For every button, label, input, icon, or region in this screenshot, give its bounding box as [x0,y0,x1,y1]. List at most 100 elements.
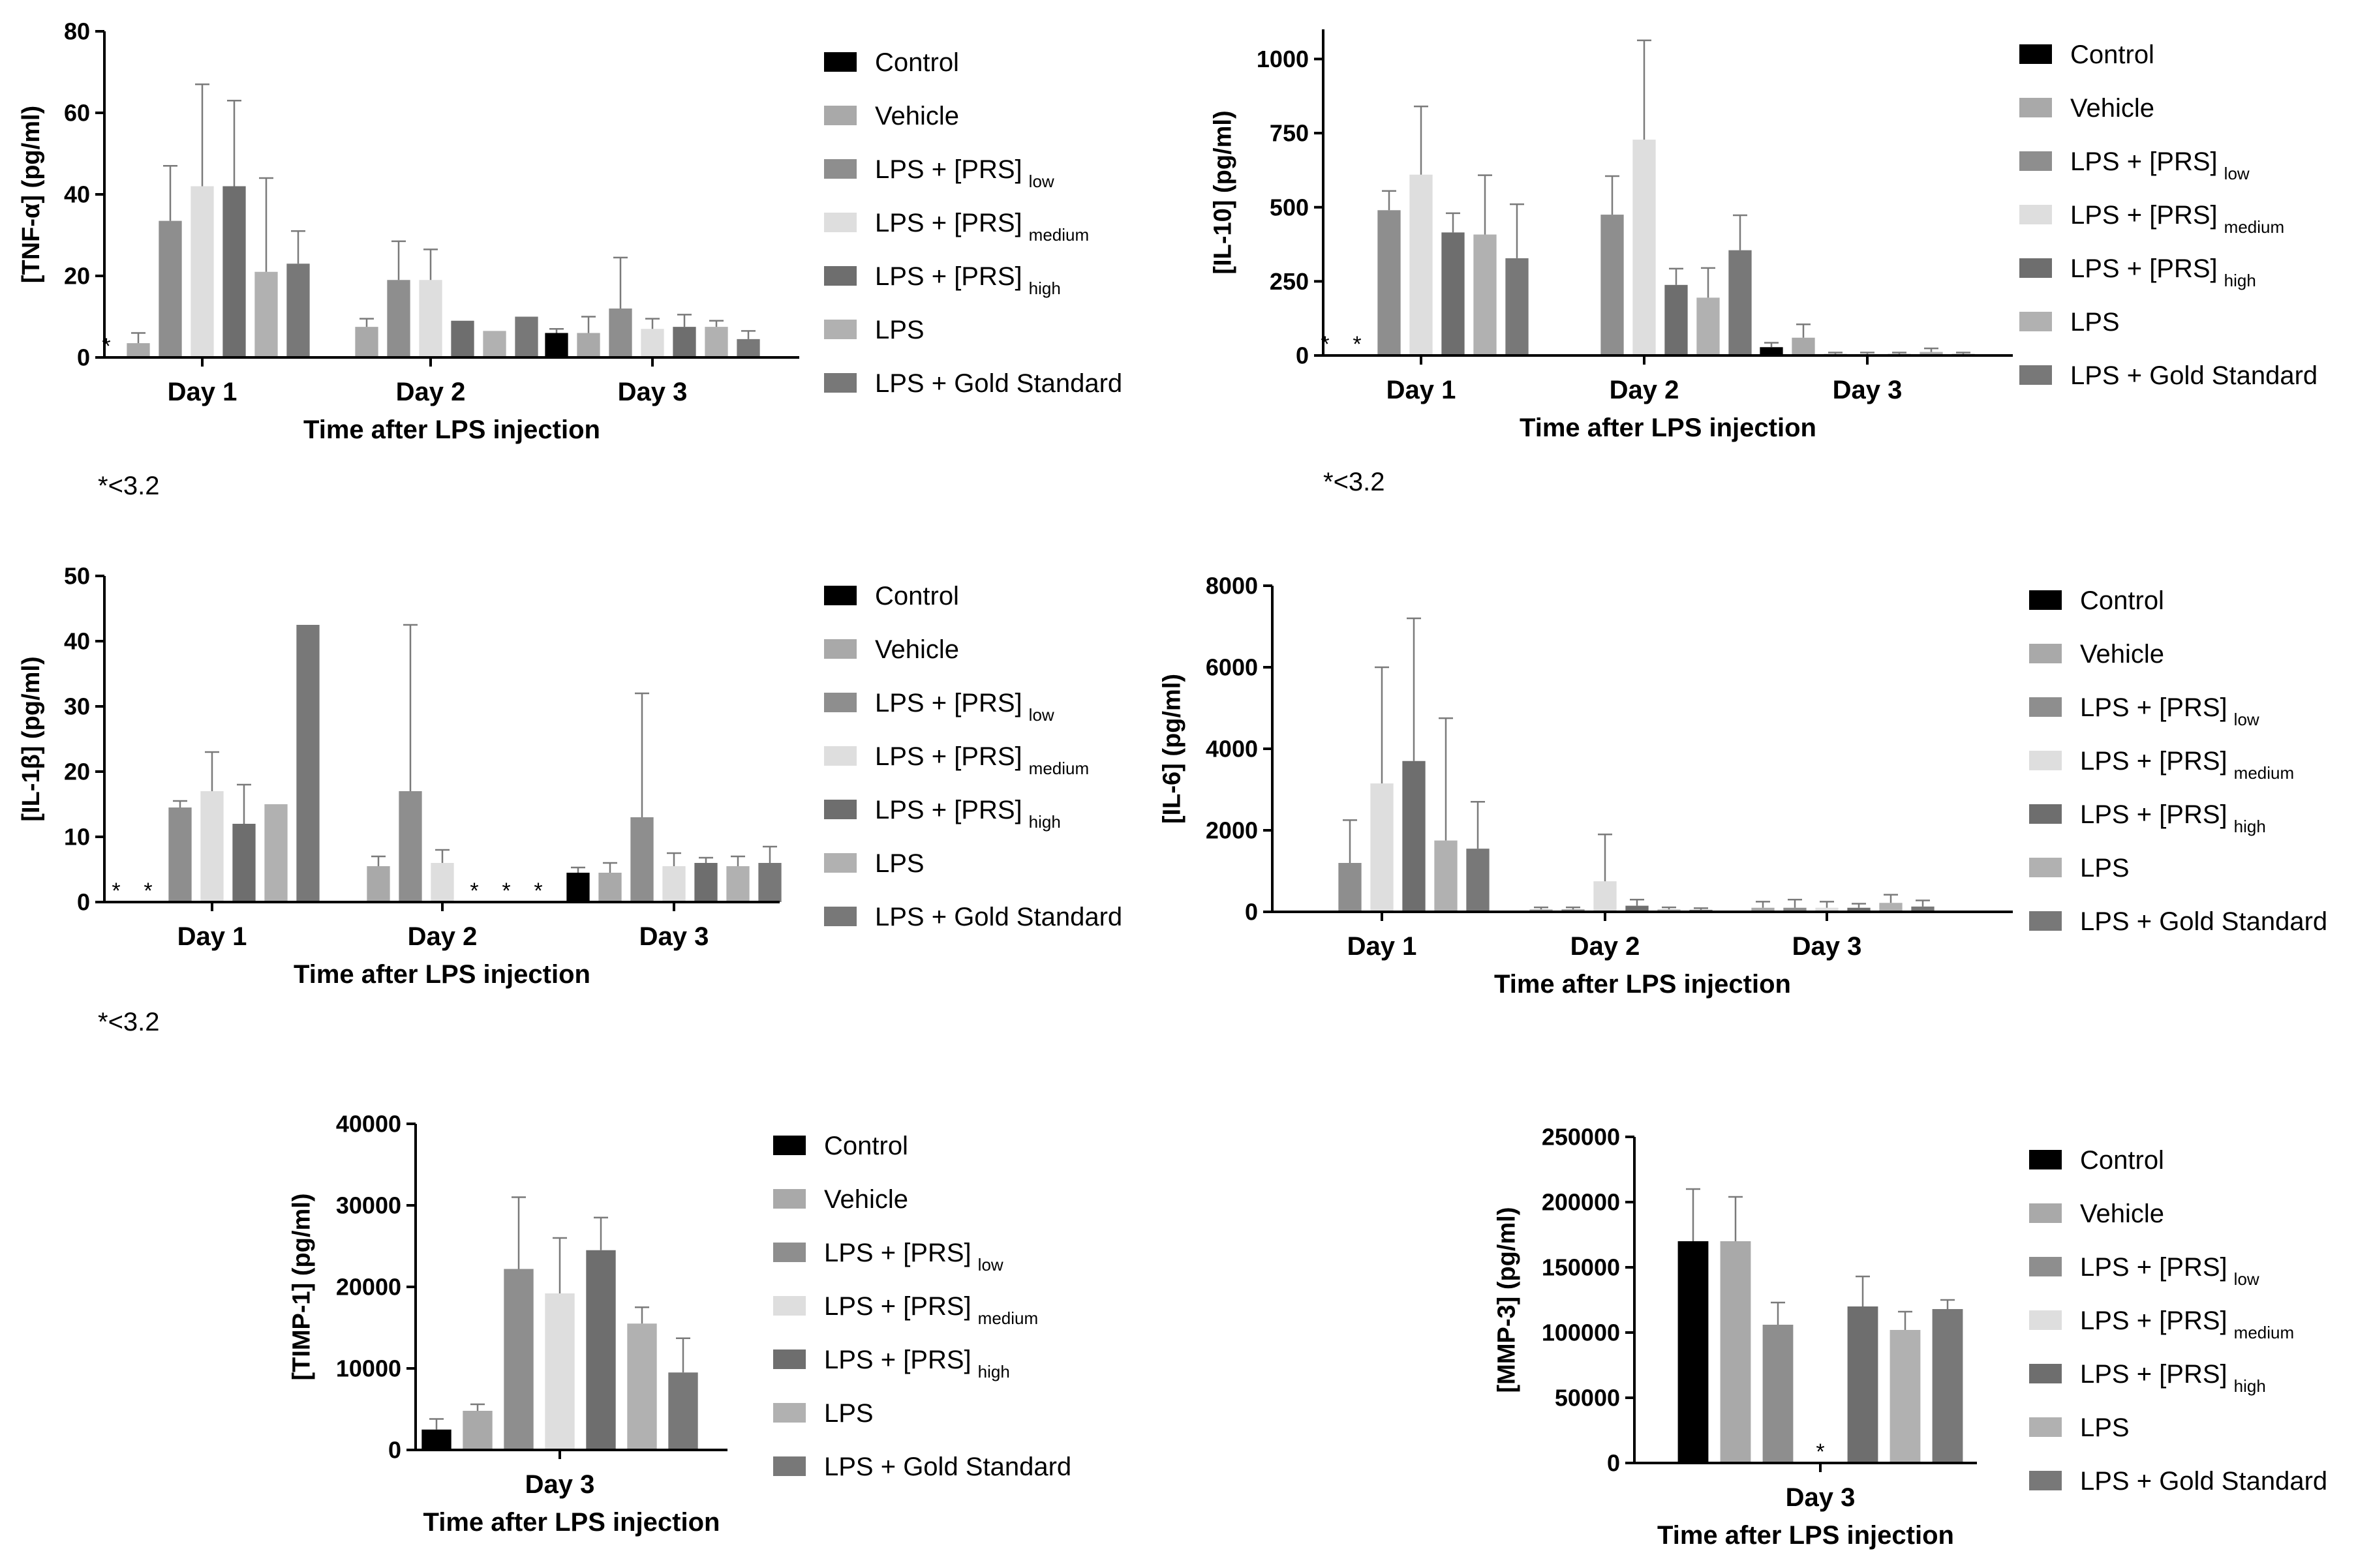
il1b-asterisk-2-6: * [502,879,510,903]
il6-category-label-1: Day 2 [1570,932,1640,961]
il1b-bar-3-3 [630,817,654,902]
il6-ytick-label-3: 6000 [1206,654,1258,681]
tnf-ytick-label-1: 20 [64,263,90,290]
il10-bar-2-5 [1664,284,1688,355]
il10-legend-label-1: Vehicle [2070,94,2154,123]
il10-y-axis-label: [IL-10] (pg/ml) [1209,110,1236,274]
il1b-category-label-0: Day 1 [177,922,247,951]
timp1-legend-swatch-6 [773,1456,806,1476]
tnf-legend-swatch-6 [824,373,857,393]
legend-label-main: LPS + [PRS] [875,209,1022,237]
tnf-bar-1-5 [222,186,246,357]
il10-ytick-label-2: 500 [1270,194,1309,220]
timp1-bar-1-1 [421,1429,451,1450]
legend-label-sub: medium [2224,217,2284,237]
timp1-x-axis-label: Time after LPS injection [423,1508,720,1537]
tnf-bar-3-3 [609,309,632,357]
legend-label-sub: high [2234,1376,2266,1396]
legend-label-sub: low [1029,172,1054,191]
mmp3-legend-swatch-0 [2029,1150,2062,1169]
il6-bar-2-4 [1593,881,1617,912]
il1b-note: *<3.2 [98,1008,160,1036]
tnf-bar-3-2 [577,333,600,357]
legend-label-main: LPS [2080,854,2130,882]
legend-label-sub: medium [978,1308,1038,1328]
il6-bar-1-6 [1434,840,1458,912]
il1b-legend-swatch-3 [824,746,857,766]
il6-y-axis-label: [IL-6] (pg/ml) [1158,674,1186,824]
legend-label-main: Vehicle [875,635,959,664]
il1b-legend-label-4: LPS + [PRS] high [875,796,1061,832]
il1b-bar-1-5 [232,824,256,902]
timp1-legend-label-4: LPS + [PRS] high [824,1346,1010,1381]
il10-legend-label-6: LPS + Gold Standard [2070,361,2318,390]
tnf-legend-label-2: LPS + [PRS] low [875,155,1054,191]
tnf-y-axis-label: [TNF-α] (pg/ml) [18,106,45,283]
legend-label-sub: low [2234,710,2259,729]
il1b-legend-label-0: Control [875,582,959,611]
timp1-bar-1-6 [627,1323,657,1450]
tnf-bar-3-5 [673,327,696,357]
il6-bar-3-4 [1815,907,1839,912]
legend-label-main: LPS + [PRS] [824,1239,971,1267]
il1b-ytick-label-0: 0 [77,889,90,916]
legend-label-main: LPS [824,1399,874,1428]
legend-label-main: LPS + [PRS] [2080,1306,2227,1335]
il6-x-axis-label: Time after LPS injection [1494,970,1791,999]
il1b-legend-label-1: Vehicle [875,635,959,664]
il1b-bar-1-4 [200,791,224,902]
il6-bar-3-6 [1879,903,1903,912]
timp1-bar-1-5 [586,1250,616,1450]
il10-legend-swatch-6 [2019,365,2052,385]
mmp3-bar-1-3 [1762,1325,1794,1463]
il1b-chart: * * * * * 0 10 20 30 40 50 Day 1 Day 2 Day 3 Time afte… [18,563,1122,989]
il6-bar-3-2 [1751,907,1775,912]
il6-legend-label-0: Control [2080,586,2164,615]
il10-note: *<3.2 [1323,468,1385,496]
legend-label-main: Vehicle [2080,640,2164,669]
il10-legend-label-0: Control [2070,40,2154,69]
tnf-legend-swatch-2 [824,159,857,179]
mmp3-legend-label-4: LPS + [PRS] high [2080,1360,2266,1396]
il10-bar-1-3 [1377,210,1401,355]
tnf-category-label-1: Day 2 [396,378,466,406]
mmp3-legend-label-5: LPS [2080,1413,2130,1442]
il10-ytick-label-4: 1000 [1257,46,1309,72]
il6-bar-1-3 [1338,863,1362,912]
legend-label-main: LPS + [PRS] [875,689,1022,717]
mmp3-ytick-label-0: 0 [1607,1450,1620,1477]
mmp3-bar-1-6 [1889,1330,1921,1463]
il10-bar-1-7 [1505,258,1529,355]
legend-label-sub: low [978,1255,1003,1274]
il1b-legend-swatch-1 [824,639,857,659]
legend-label-sub: low [1029,705,1054,725]
il6-legend-swatch-6 [2029,911,2062,931]
il1b-y-axis-label: [IL-1β] (pg/ml) [18,656,45,821]
legend-label-sub: medium [1029,225,1089,245]
il6-ytick-label-0: 0 [1245,899,1258,926]
mmp3-ytick-label-2: 100000 [1542,1319,1620,1346]
timp1-legend-label-2: LPS + [PRS] low [824,1239,1003,1274]
legend-label-main: LPS + [PRS] [2070,254,2218,283]
timp1-y-axis-label: [TIMP-1] (pg/ml) [288,1193,316,1380]
timp1-bar-1-3 [504,1269,534,1450]
il6-legend-label-5: LPS [2080,854,2130,882]
tnf-bar-2-4 [419,280,442,357]
tnf-legend-label-6: LPS + Gold Standard [875,369,1122,398]
legend-label-main: Vehicle [2070,94,2154,123]
il1b-legend-swatch-4 [824,800,857,819]
il6-legend-label-6: LPS + Gold Standard [2080,907,2327,936]
il10-category-label-0: Day 1 [1386,376,1456,404]
legend-label-sub: low [2234,1269,2259,1289]
il10-bar-3-1 [1760,347,1783,355]
il6-bar-2-5 [1625,905,1649,912]
tnf-legend-swatch-0 [824,52,857,72]
mmp3-ytick-label-5: 250000 [1542,1124,1620,1151]
il10-bar-3-2 [1792,337,1815,355]
timp1-legend-label-3: LPS + [PRS] medium [824,1292,1038,1328]
il6-bar-3-3 [1783,907,1807,912]
timp1-bar-1-2 [463,1411,493,1450]
mmp3-x-axis-label: Time after LPS injection [1657,1521,1954,1550]
il10-category-label-1: Day 2 [1610,376,1679,404]
tnf-bar-3-1 [545,333,568,357]
